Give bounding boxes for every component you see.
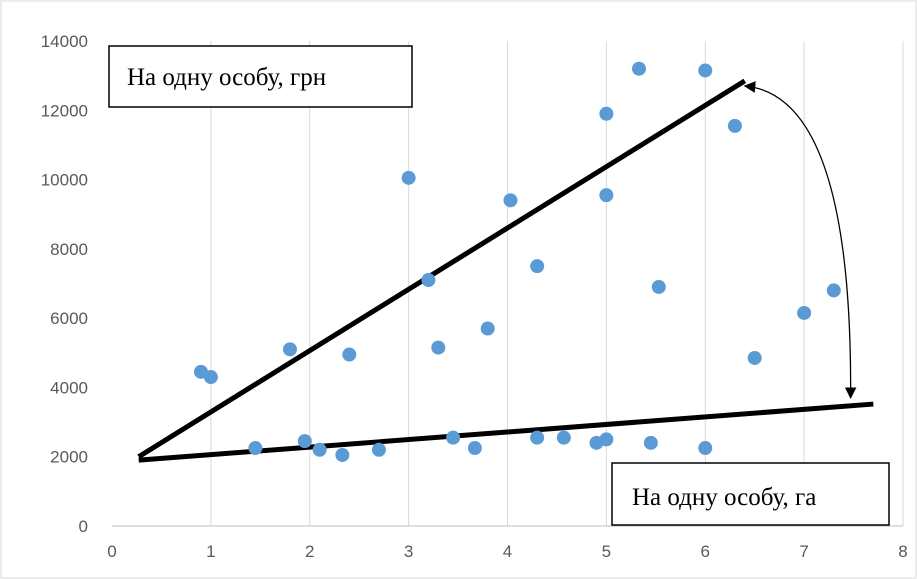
data-point	[503, 193, 518, 208]
y-tick-label: 2000	[50, 448, 88, 467]
y-tick-label: 8000	[50, 240, 88, 259]
y-tick-label: 0	[79, 517, 88, 536]
y-tick-label: 12000	[41, 101, 88, 120]
data-point	[312, 442, 327, 457]
data-point	[297, 434, 312, 449]
annotation-box-uah-frame	[108, 45, 413, 108]
data-point	[530, 430, 545, 445]
annotation-box-ha-frame	[611, 462, 890, 526]
y-tick-label: 10000	[41, 171, 88, 190]
y-tick-label: 6000	[50, 309, 88, 328]
data-point	[421, 273, 436, 288]
x-tick-label: 4	[503, 542, 512, 561]
data-point	[797, 305, 812, 320]
y-tick-label: 4000	[50, 378, 88, 397]
data-point	[698, 441, 713, 456]
data-point	[556, 430, 571, 445]
data-point	[371, 442, 386, 457]
data-point	[599, 188, 614, 203]
data-point	[632, 61, 647, 76]
data-point	[727, 118, 742, 133]
data-point	[446, 430, 461, 445]
data-point	[747, 350, 762, 365]
x-tick-label: 1	[206, 542, 215, 561]
data-point	[401, 170, 416, 185]
data-point	[282, 342, 297, 357]
data-point	[698, 63, 713, 78]
annotation-box-ha: На одну особу, га	[611, 462, 890, 526]
x-tick-label: 3	[404, 542, 413, 561]
y-tick-label: 14000	[41, 32, 88, 51]
x-tick-label: 7	[799, 542, 808, 561]
data-point	[248, 441, 263, 456]
x-tick-label: 2	[305, 542, 314, 561]
trend-line-1	[137, 78, 747, 459]
data-point	[651, 279, 666, 294]
data-point	[599, 106, 614, 121]
annotation-text-uah: На одну особу, грн	[127, 64, 326, 91]
double-headed-arrow	[743, 81, 857, 399]
data-point	[480, 321, 495, 336]
x-tick-label: 8	[898, 542, 907, 561]
data-point	[467, 441, 482, 456]
data-point	[342, 347, 357, 362]
data-point	[530, 259, 545, 274]
data-point	[826, 283, 841, 298]
data-point	[203, 370, 218, 385]
x-tick-label: 0	[107, 542, 116, 561]
data-point	[643, 435, 658, 450]
annotation-text-ha: На одну особу, га	[632, 484, 816, 511]
data-point	[431, 340, 446, 355]
data-point	[335, 447, 350, 462]
data-point	[599, 432, 614, 447]
x-tick-label: 5	[602, 542, 611, 561]
x-tick-label: 6	[701, 542, 710, 561]
tick-labels: 0 1 2 3 4 5 6 7 8 0 2000 4000 6000 8000 10000 12000 1400…	[41, 32, 908, 561]
annotation-box-uah: На одну особу, грн	[108, 45, 413, 108]
